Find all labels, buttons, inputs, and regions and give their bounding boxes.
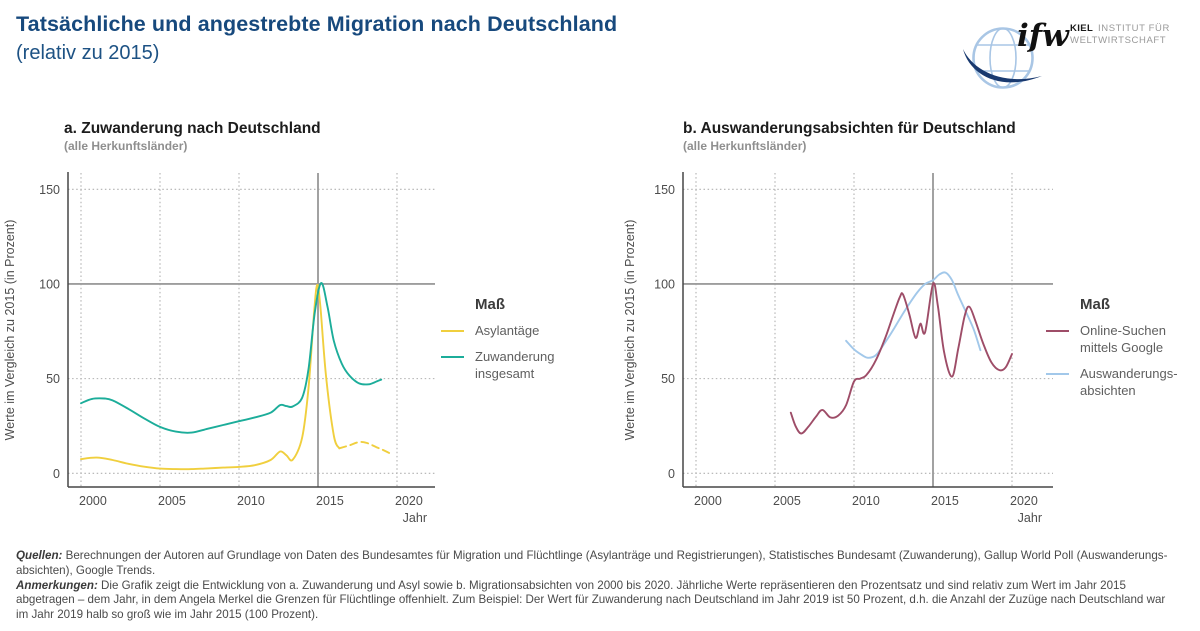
y-tick-label-0: 0 (53, 467, 60, 481)
x-axis-title: Jahr (403, 511, 427, 525)
legend-item-label: Zuwanderung insgesamt (475, 348, 555, 381)
footer-sources-line2: absichten), Google Trends. (16, 563, 156, 577)
footer-notes-line1: Anmerkungen: Die Grafik zeigt die Entwic… (16, 578, 1126, 592)
y-tick-label-50: 50 (661, 372, 675, 386)
x-tick-label-2010: 2010 (237, 494, 265, 508)
x-tick-label-2015: 2015 (931, 494, 959, 508)
x-tick-label-2020: 2020 (395, 494, 423, 508)
x-tick-label-2010: 2010 (852, 494, 880, 508)
footer-sources-line1: Quellen: Berechnungen der Autoren auf Gr… (16, 549, 1168, 562)
y-axis-title: Werte im Vergleich zu 2015 (in Prozent) (623, 220, 637, 441)
legend-item-label: Asylantäge (475, 323, 540, 338)
logo-line2: WELTWIRTSCHAFT (1070, 35, 1166, 46)
series-line-asylantäge (80, 283, 341, 471)
x-tick-label-2005: 2005 (773, 494, 801, 508)
legend-b: Maß Online-Suchen mittels Google Auswande… (1046, 296, 1200, 409)
legend-a: Maß Asylantäge Zuwanderung insgesamt (441, 296, 601, 392)
legend-swatch-icon (1046, 330, 1069, 333)
y-tick-label-0: 0 (668, 467, 675, 481)
legend-swatch-icon (441, 330, 464, 333)
sources-lead: Quellen: (16, 549, 63, 562)
x-tick-label-2015: 2015 (316, 494, 344, 508)
x-tick-label-2000: 2000 (79, 494, 107, 508)
ifw-logo: ifw KIEL INSTITUT FÜR WELTWIRTSCHAFT (963, 18, 1170, 89)
footer-notes: Quellen: Berechnungen der Autoren auf Gr… (16, 549, 1194, 623)
swoosh-icon (963, 49, 1042, 83)
series-line-auswanderungs- (845, 271, 982, 359)
series-line-asylantäge (338, 441, 391, 455)
y-tick-label-150: 150 (654, 183, 675, 197)
x-tick-label-2005: 2005 (158, 494, 186, 508)
page-title: Tatsächliche und angestrebte Migration n… (16, 12, 618, 36)
panel-a-title: a. Zuwanderung nach Deutschland (64, 120, 321, 137)
logo-line1-rest: INSTITUT FÜR (1098, 23, 1170, 34)
legend-item-label: Online-Suchen mittels Google (1080, 323, 1166, 355)
legend-swatch-icon (441, 355, 464, 359)
y-axis-title: Werte im Vergleich zu 2015 (in Prozent) (3, 220, 17, 441)
legend-item: Zuwanderung insgesamt (441, 349, 601, 383)
y-tick-label-100: 100 (39, 277, 60, 291)
legend-item: Auswanderungs- absichten (1046, 366, 1200, 400)
y-tick-label-50: 50 (46, 372, 60, 386)
footer-notes-line2: abgetragen – dem Jahr, in dem Angela Mer… (16, 593, 1166, 607)
panel-a-subtitle: (alle Herkunftsländer) (64, 139, 188, 153)
y-tick-label-150: 150 (39, 183, 60, 197)
x-axis-title: Jahr (1018, 511, 1042, 525)
legend-swatch-icon (1046, 372, 1069, 376)
panel-a-plot: 0 50 100 150 2000 2005 2010 2015 2020 Jahr Werte i… (3, 172, 435, 525)
series-line-zuwanderung (80, 282, 383, 434)
legend-item: Asylantäge (441, 323, 601, 340)
panel-b-title: b. Auswanderungsabsichten für Deutschlan… (683, 120, 1016, 137)
y-tick-label-100: 100 (654, 277, 675, 291)
logo-line1-bold: KIEL (1070, 23, 1093, 34)
panel-b-plot: 0 50 100 150 2000 2005 2010 2015 2020 Jahr Werte i… (623, 172, 1053, 525)
notes-lead: Anmerkungen: (16, 578, 98, 592)
panel-b-subtitle: (alle Herkunftsländer) (683, 139, 807, 153)
page-subtitle: (relativ zu 2015) (16, 42, 160, 64)
x-tick-label-2000: 2000 (694, 494, 722, 508)
logo-brand-text: ifw (1017, 18, 1070, 54)
footer-notes-line3: im Jahr 2019 halb so groß wie im Jahr 20… (16, 608, 319, 622)
globe-icon (972, 27, 1034, 89)
series-line-online-suchen (789, 282, 1013, 435)
x-tick-label-2020: 2020 (1010, 494, 1038, 508)
legend-a-title: Maß (475, 296, 505, 313)
legend-b-title: Maß (1080, 296, 1110, 313)
legend-item-label: Auswanderungs- absichten (1080, 365, 1178, 398)
legend-item: Online-Suchen mittels Google (1046, 323, 1200, 357)
